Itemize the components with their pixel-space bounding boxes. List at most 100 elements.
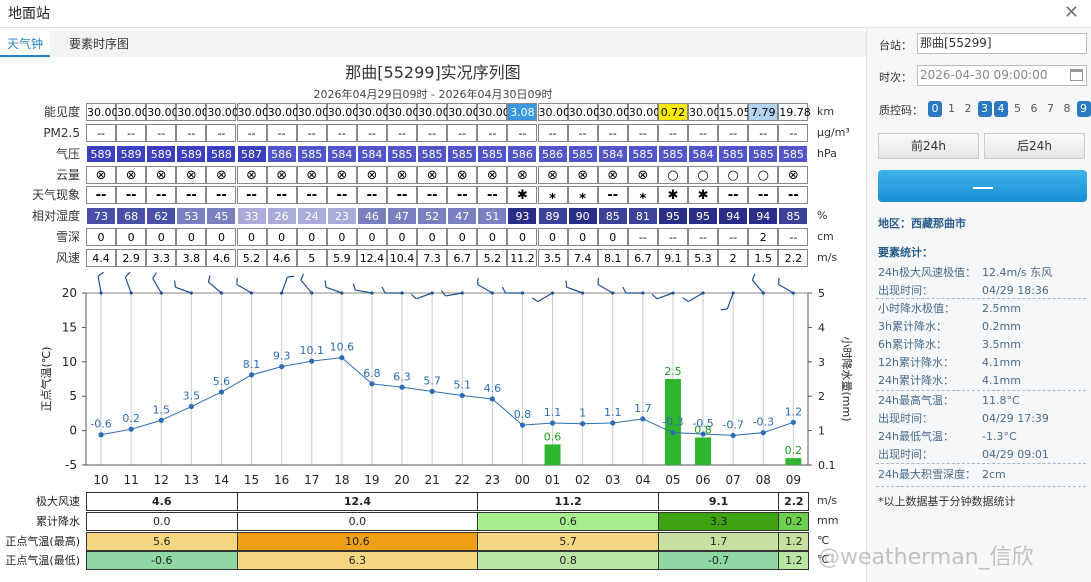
qc-code-6[interactable]: 6 bbox=[1030, 102, 1038, 115]
data-cell: -- bbox=[356, 124, 387, 142]
data-cell: 33 bbox=[236, 207, 267, 225]
data-cell: 0 bbox=[477, 228, 508, 246]
next-24h-button[interactable]: 后24h bbox=[984, 133, 1085, 159]
row-unit: m/s bbox=[817, 251, 838, 264]
data-cell: 586 bbox=[537, 145, 568, 163]
temperature-label: 1.2 bbox=[785, 405, 803, 418]
wind-barb bbox=[751, 273, 765, 295]
data-cell: 30.00 bbox=[296, 103, 329, 121]
data-cell: 52 bbox=[417, 207, 448, 225]
data-cell: 585 bbox=[748, 145, 779, 163]
data-cell: 589 bbox=[86, 145, 117, 163]
precip-label: 0.6 bbox=[544, 430, 562, 443]
data-cell: 4.4 bbox=[86, 249, 117, 267]
precip-bar bbox=[785, 458, 802, 465]
qc-code-5[interactable]: 5 bbox=[1014, 102, 1021, 115]
temperature-label: 6.8 bbox=[363, 367, 381, 380]
qc-code-9[interactable]: 9 bbox=[1076, 101, 1091, 117]
stat-key: 24h最大积雪深度： bbox=[878, 468, 976, 481]
data-cell: ○ bbox=[718, 166, 749, 184]
row-label: 云量 bbox=[55, 168, 80, 182]
data-cell: 19.78 bbox=[778, 103, 811, 121]
data-cell: 0 bbox=[597, 228, 628, 246]
data-cell: 589 bbox=[176, 145, 207, 163]
qc-code-2[interactable]: 2 bbox=[964, 102, 972, 115]
query-button[interactable]: 查询 bbox=[878, 170, 1087, 202]
qc-code-4[interactable]: 4 bbox=[994, 101, 1008, 117]
stat-key: 小时降水极值： bbox=[878, 302, 955, 315]
data-cell: -- bbox=[146, 124, 177, 142]
y2-tick-label: 1 bbox=[818, 425, 825, 438]
window-titlebar: 地面站 ✕ bbox=[0, 0, 1091, 28]
data-cell: -- bbox=[116, 186, 147, 204]
temperature-label: 5.1 bbox=[454, 379, 472, 392]
data-cell: ✱ bbox=[657, 186, 688, 204]
data-cell: 586 bbox=[507, 145, 538, 163]
wind-barb bbox=[622, 286, 645, 295]
qc-code-3[interactable]: 3 bbox=[977, 101, 992, 117]
wind-barb bbox=[207, 275, 224, 295]
stat-key: 24h最低气温： bbox=[878, 430, 954, 443]
summary-cell: 1.7 bbox=[657, 532, 780, 551]
y2-tick-label: 3 bbox=[818, 356, 825, 369]
wind-barb bbox=[352, 283, 374, 295]
data-cell: 586 bbox=[266, 145, 297, 163]
summary-cell: -0.7 bbox=[657, 551, 780, 570]
data-cell: 0 bbox=[86, 228, 117, 246]
data-cell: 30.00 bbox=[146, 103, 179, 121]
wind-barb bbox=[124, 271, 133, 295]
data-cell: -- bbox=[296, 124, 327, 142]
data-cell: 30.00 bbox=[356, 103, 389, 121]
summary-unit: ℃ bbox=[817, 534, 830, 547]
station-input[interactable]: 那曲[55299] bbox=[917, 33, 1087, 54]
data-cell: 62 bbox=[146, 207, 177, 225]
data-cell: -- bbox=[718, 124, 749, 142]
data-cell: 89 bbox=[537, 207, 568, 225]
data-cell: ○ bbox=[748, 166, 779, 184]
data-cell: 585 bbox=[778, 145, 809, 163]
prev-24h-button[interactable]: 前24h bbox=[878, 133, 979, 159]
temperature-point bbox=[188, 403, 194, 410]
calendar-icon[interactable] bbox=[1070, 69, 1083, 81]
temperature-label: 1.1 bbox=[544, 406, 562, 419]
stat-value: 4.1mm bbox=[982, 374, 1021, 387]
data-cell: 9.1 bbox=[657, 249, 688, 267]
data-cell: ⊗ bbox=[417, 166, 448, 184]
data-cell: -- bbox=[718, 228, 749, 246]
stat-key: 24h累计降水： bbox=[878, 374, 954, 387]
data-cell: 585 bbox=[567, 145, 598, 163]
qc-code-0[interactable]: 0 bbox=[928, 101, 942, 117]
tab-bar: 天气钟 要素时序图 bbox=[0, 31, 866, 57]
qc-code-8[interactable]: 8 bbox=[1063, 102, 1071, 115]
data-cell: 30.00 bbox=[627, 103, 660, 121]
wind-barb bbox=[651, 291, 675, 300]
data-cell: 584 bbox=[356, 145, 387, 163]
temperature-point bbox=[790, 419, 796, 425]
wind-barb bbox=[300, 273, 314, 295]
data-cell: -- bbox=[567, 124, 598, 142]
data-cell: 24 bbox=[296, 207, 327, 225]
y-tick-label: 0 bbox=[69, 424, 77, 438]
data-cell: 2 bbox=[718, 249, 749, 267]
data-cell: ⁎ bbox=[567, 186, 598, 204]
qc-code-7[interactable]: 7 bbox=[1047, 102, 1054, 115]
summary-cell: 1.2 bbox=[778, 532, 810, 551]
summary-label: 极大风速 bbox=[36, 495, 80, 508]
side-panel: 台站： 那曲[55299] 时次： 2026-04-30 09:00:00 质控… bbox=[866, 28, 1091, 582]
summary-cell: 0.0 bbox=[236, 512, 479, 531]
row-label: 风速 bbox=[55, 251, 80, 265]
row-label: 相对湿度 bbox=[31, 209, 80, 223]
summary-unit: m/s bbox=[817, 494, 838, 507]
time-input[interactable]: 2026-04-30 09:00:00 bbox=[917, 65, 1087, 86]
stat-divider bbox=[876, 486, 1086, 487]
wind-barb bbox=[682, 291, 705, 303]
data-cell: ○ bbox=[688, 166, 719, 184]
close-icon[interactable]: ✕ bbox=[1063, 2, 1079, 23]
observation-table: 能见度 30.00 30.00 30.00 30.00 30.00 30.00 30.00 30… bbox=[0, 57, 866, 582]
data-cell: ⊗ bbox=[326, 166, 357, 184]
tab-element-timeseries[interactable]: 要素时序图 bbox=[69, 37, 130, 51]
x-tick-label: 21 bbox=[425, 473, 440, 487]
qc-code-1[interactable]: 1 bbox=[948, 102, 955, 115]
tab-weather-clock[interactable]: 天气钟 bbox=[0, 31, 51, 57]
